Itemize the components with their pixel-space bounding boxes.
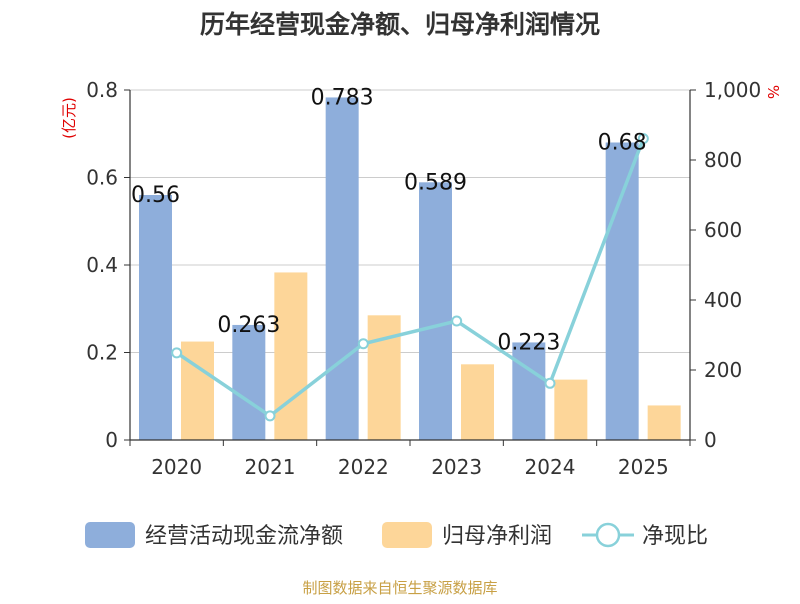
- x-axis-tick-label: 2020: [151, 455, 202, 479]
- bar-net-profit: [461, 364, 494, 440]
- data-label: 0.223: [497, 330, 560, 355]
- axes-layer: 0 0.2 0.4 0.6 0.8 0 200 400 600 800 1,000 2020 2021 2…: [86, 78, 761, 479]
- line-layer: [171, 133, 649, 422]
- data-labels-layer: 0.56 0.263 0.783 0.589 0.223 0.68: [131, 85, 647, 355]
- x-axis-tick-label: 2022: [338, 455, 389, 479]
- right-axis-tick-label: 1,000: [704, 78, 761, 102]
- bar-net-profit: [274, 272, 308, 440]
- left-axis-unit: (亿元): [60, 97, 78, 139]
- x-axis-tick-label: 2021: [245, 455, 296, 479]
- x-axis-tick-label: 2025: [618, 455, 669, 479]
- ratio-line: [175, 138, 645, 419]
- data-label: 0.263: [217, 313, 280, 338]
- x-axis-tick-label: 2024: [525, 455, 576, 479]
- data-label: 0.56: [131, 183, 180, 208]
- bar-cash-flow: [232, 324, 266, 440]
- legend: 经营活动现金流净额 归母净利润 净现比: [85, 522, 708, 549]
- legend-swatch-cash-flow: [85, 522, 135, 548]
- bar-cash-flow: [512, 342, 546, 440]
- left-axis-tick-label: 0.2: [86, 341, 118, 365]
- x-axis-tick-label: 2023: [431, 455, 482, 479]
- right-axis-tick-label: 600: [704, 218, 742, 242]
- right-axis-tick-label: 800: [704, 148, 742, 172]
- left-axis-tick-label: 0: [105, 428, 118, 452]
- ratio-point: [544, 377, 556, 389]
- ratio-point: [357, 338, 369, 350]
- bar-cash-flow: [419, 182, 452, 440]
- data-label: 0.783: [311, 85, 374, 110]
- data-label: 0.68: [598, 131, 647, 156]
- left-axis-tick-label: 0.6: [86, 166, 118, 190]
- legend-label-ratio: 净现比: [642, 524, 708, 549]
- right-axis-tick-label: 400: [704, 288, 742, 312]
- ratio-point: [451, 315, 463, 327]
- bars-layer: [139, 97, 681, 440]
- right-axis-unit: %: [764, 85, 782, 99]
- chart-title: 历年经营现金净额、归母净利润情况: [200, 10, 600, 39]
- ratio-point: [264, 410, 276, 422]
- legend-label-cash-flow: 经营活动现金流净额: [145, 524, 343, 549]
- legend-label-net-profit: 归母净利润: [442, 524, 552, 549]
- bar-net-profit: [554, 379, 588, 440]
- bar-cash-flow: [139, 195, 172, 440]
- bar-cash-flow: [325, 97, 359, 440]
- ratio-point: [637, 133, 649, 145]
- ratio-point: [171, 347, 183, 359]
- source-footer: 制图数据来自恒生聚源数据库: [302, 579, 497, 597]
- bar-cash-flow: [605, 142, 639, 440]
- legend-swatch-net-profit: [382, 522, 432, 548]
- right-axis-tick-label: 200: [704, 358, 742, 382]
- bar-net-profit: [181, 341, 214, 440]
- bar-net-profit: [647, 405, 681, 440]
- data-label: 0.589: [404, 170, 467, 195]
- bar-net-profit: [367, 315, 401, 440]
- legend-marker-ratio: [595, 522, 621, 548]
- left-axis-tick-label: 0.8: [86, 78, 118, 102]
- left-axis-tick-label: 0.4: [86, 253, 118, 277]
- right-axis-tick-label: 0: [704, 428, 717, 452]
